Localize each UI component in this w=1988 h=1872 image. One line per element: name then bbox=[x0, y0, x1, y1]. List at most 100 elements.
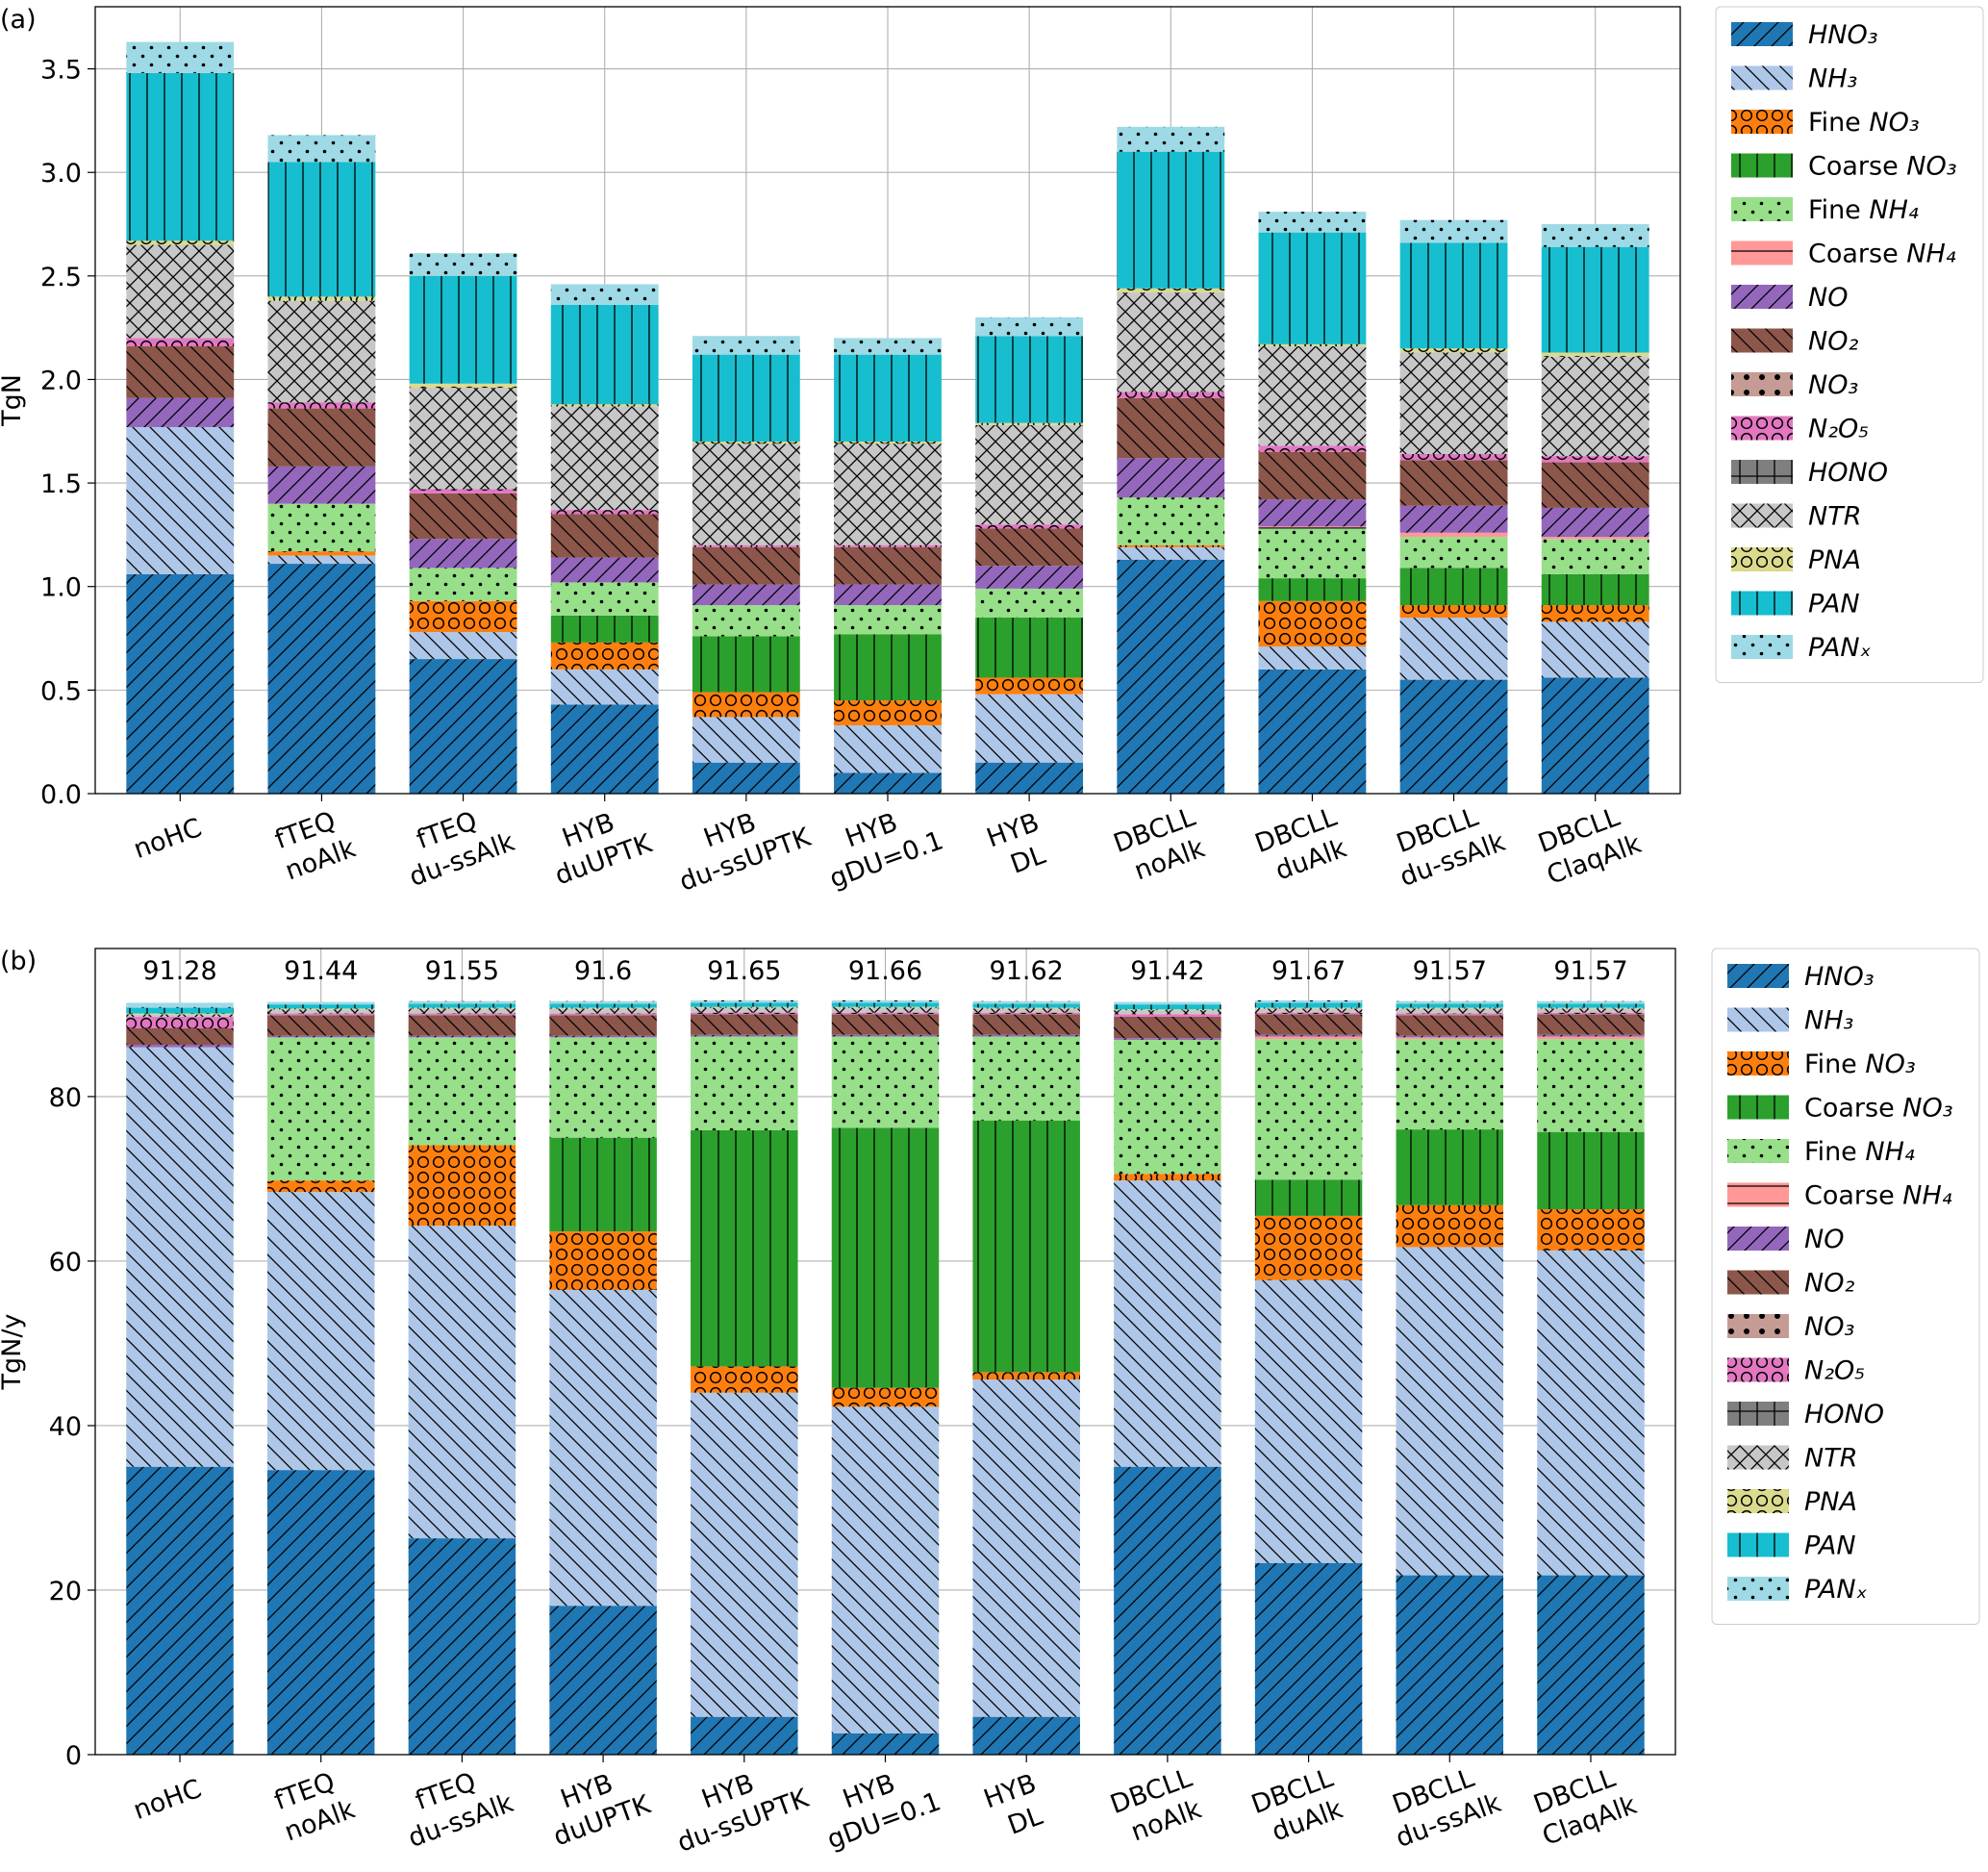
bar-segment bbox=[975, 588, 1084, 619]
bar-segment bbox=[1114, 1039, 1221, 1175]
bar-segment bbox=[1537, 1039, 1645, 1132]
bar-segment bbox=[1399, 618, 1508, 680]
bar-segment bbox=[1399, 605, 1508, 619]
bar-segment bbox=[1254, 1002, 1363, 1008]
bar-segment bbox=[1399, 348, 1508, 353]
bar-segment bbox=[692, 442, 800, 444]
legend-swatch bbox=[1731, 547, 1793, 571]
x-tick-label: noHC bbox=[130, 1774, 206, 1826]
bar-segment bbox=[691, 1366, 798, 1393]
bar-segment bbox=[972, 1372, 1080, 1380]
x-tick-label: DBCLL noAlk bbox=[1110, 799, 1219, 890]
x-tick-label: HYB duUPTK bbox=[539, 1758, 656, 1852]
bar-segment bbox=[692, 692, 800, 718]
bar-segment bbox=[692, 636, 800, 693]
total-label: 91.62 bbox=[990, 956, 1064, 986]
bar-segment bbox=[1399, 460, 1508, 506]
legend-swatch bbox=[1727, 1357, 1789, 1382]
x-tick-label: DBCLL duAlk bbox=[1247, 1760, 1356, 1851]
bar-segment bbox=[1258, 343, 1367, 347]
bar-segment bbox=[834, 605, 942, 635]
legend-label: NO bbox=[1808, 283, 1848, 313]
y-axis-label: TgN bbox=[0, 374, 27, 427]
bar-segment bbox=[549, 1606, 657, 1755]
bar-segment bbox=[1537, 1034, 1645, 1037]
bar-segment bbox=[1258, 669, 1367, 794]
bar-segment bbox=[1541, 224, 1649, 247]
legend-label: PNA bbox=[1808, 545, 1861, 575]
x-tick-label: fTEQ noAlk bbox=[269, 1763, 359, 1847]
x-tick-label: HYB DL bbox=[983, 805, 1062, 885]
y-tick-label: 3.0 bbox=[40, 159, 82, 189]
bar-segment bbox=[1117, 497, 1225, 545]
bar-segment bbox=[549, 1037, 657, 1138]
bar-segment bbox=[1399, 242, 1508, 349]
bar-segment bbox=[1541, 573, 1649, 606]
bar-segment bbox=[691, 1002, 798, 1007]
bar-segment bbox=[408, 1035, 516, 1038]
legend-label: HNO₃ bbox=[1804, 962, 1875, 992]
bar-segment bbox=[691, 1007, 798, 1013]
y-tick-label: 0 bbox=[65, 1741, 82, 1771]
bar-segment bbox=[1396, 1039, 1504, 1130]
bar-segment bbox=[1117, 288, 1225, 293]
bar-segment bbox=[549, 1013, 657, 1016]
bar-segment bbox=[975, 336, 1084, 423]
bar-segment bbox=[549, 1231, 657, 1290]
bar-segment bbox=[550, 510, 659, 515]
bar-segment bbox=[550, 514, 659, 558]
bar-segment bbox=[1537, 1000, 1645, 1004]
bar-segment bbox=[1114, 1180, 1221, 1467]
legend-swatch bbox=[1731, 416, 1793, 441]
bar-segment bbox=[409, 489, 517, 493]
bar-segment bbox=[126, 1013, 234, 1015]
bar-segment bbox=[1541, 537, 1649, 540]
bar-segment bbox=[1537, 1008, 1645, 1013]
bar-segment bbox=[1258, 445, 1367, 452]
bar-segment bbox=[972, 1716, 1080, 1755]
bar-segment bbox=[975, 424, 1084, 525]
bar-segment bbox=[549, 1015, 657, 1036]
bar-segment bbox=[1537, 1131, 1645, 1210]
bar-segment bbox=[267, 466, 376, 504]
bar-segment bbox=[549, 1008, 657, 1014]
x-tick-label: DBCLL du-ssAlk bbox=[1381, 1758, 1505, 1854]
bar-segment bbox=[1541, 352, 1649, 357]
bar-segment bbox=[1254, 1014, 1363, 1035]
bar-segment bbox=[1396, 1015, 1504, 1036]
bar-segment bbox=[1114, 1009, 1221, 1011]
y-tick-label: 3.5 bbox=[40, 56, 82, 86]
x-tick-label: DBCLL ClaqAlk bbox=[1527, 1759, 1641, 1852]
bar-segment bbox=[831, 1406, 940, 1733]
bar-segment bbox=[1117, 292, 1225, 392]
bar-segment bbox=[550, 642, 659, 670]
x-tick-label: DBCLL duAlk bbox=[1251, 799, 1360, 890]
bar-segment bbox=[834, 546, 942, 585]
bar-segment bbox=[408, 1226, 516, 1539]
total-label: 91.44 bbox=[284, 956, 358, 986]
bar-segment bbox=[267, 564, 376, 794]
legend-swatch bbox=[1731, 65, 1793, 90]
bar-segment bbox=[126, 1016, 234, 1028]
bar-segment bbox=[692, 443, 800, 545]
bar-segment bbox=[691, 1014, 798, 1035]
legend-label: Fine NH₄ bbox=[1808, 195, 1919, 225]
bar-segment bbox=[126, 1007, 234, 1014]
legend-swatch bbox=[1727, 1402, 1789, 1426]
bar-segment bbox=[267, 296, 376, 301]
bar-segment bbox=[692, 354, 800, 443]
legend-swatch bbox=[1731, 328, 1793, 353]
legend-swatch bbox=[1727, 1139, 1789, 1163]
legend-label: NO₃ bbox=[1804, 1312, 1854, 1342]
bar-segment bbox=[408, 1007, 516, 1009]
bar-segment bbox=[549, 1000, 657, 1004]
bar-segment bbox=[126, 346, 235, 398]
y-tick-label: 2.0 bbox=[40, 366, 82, 395]
bar-segment bbox=[408, 1003, 516, 1008]
bar-segment bbox=[1396, 1037, 1504, 1040]
legend-swatch bbox=[1727, 1095, 1789, 1120]
legend-label: N₂O₅ bbox=[1808, 415, 1869, 444]
bar-segment bbox=[1258, 646, 1367, 670]
x-tick-label: DBCLL ClaqAlk bbox=[1532, 798, 1646, 891]
